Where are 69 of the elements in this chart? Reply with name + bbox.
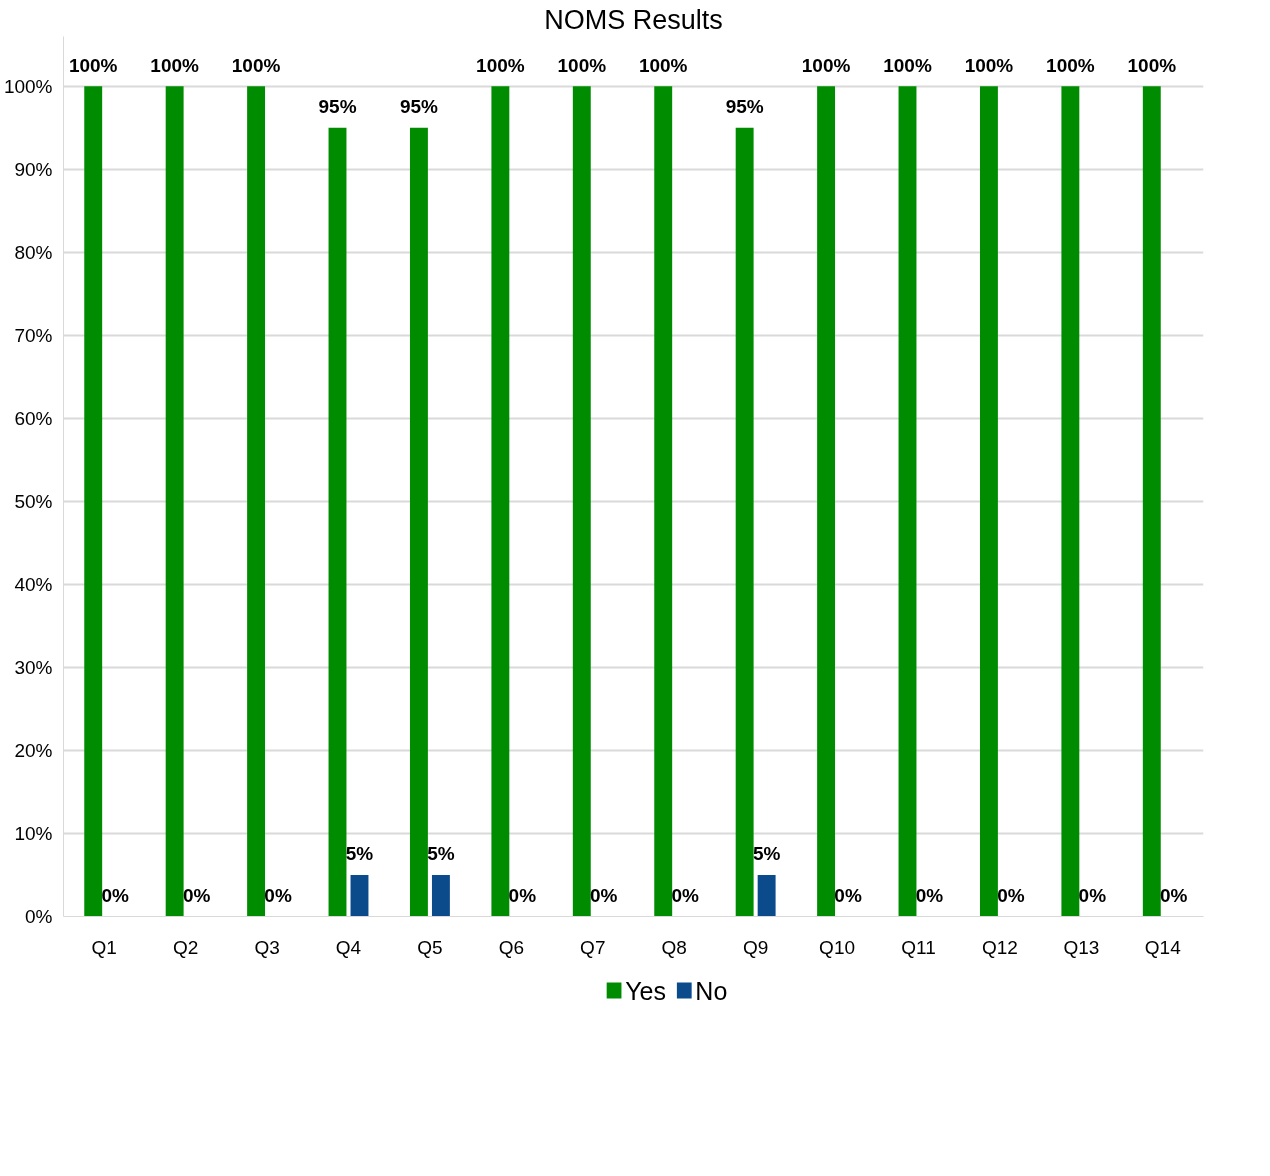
data-label: 0%: [264, 884, 292, 906]
bar: [350, 874, 369, 917]
bar: [1142, 86, 1161, 917]
x-tick-label: Q3: [254, 936, 280, 958]
bar: [979, 86, 998, 917]
data-label: 100%: [557, 54, 607, 76]
y-tick-label: 10%: [14, 822, 53, 844]
y-tick-label: 0%: [25, 906, 53, 927]
y-tick-label: 30%: [14, 656, 53, 678]
data-label: 100%: [883, 54, 932, 76]
data-label: 0%: [915, 884, 944, 906]
data-label: 0%: [997, 884, 1025, 906]
data-label: 100%: [231, 54, 281, 76]
chart-title: NOMS Results: [544, 4, 723, 35]
bar: [431, 874, 450, 917]
data-label: 95%: [399, 96, 439, 118]
bar: [409, 127, 428, 917]
bar: [165, 86, 184, 917]
bar: [898, 86, 917, 917]
data-label: 0%: [834, 884, 862, 906]
data-label: 95%: [725, 96, 764, 118]
y-tick-label: 80%: [14, 241, 53, 263]
data-label: 100%: [476, 54, 525, 76]
bar: [491, 86, 510, 917]
x-tick-label: Q1: [91, 936, 117, 958]
data-label: 100%: [1046, 54, 1095, 76]
x-tick-label: Q8: [661, 936, 687, 958]
bar: [572, 86, 591, 917]
y-tick-label: 50%: [14, 490, 53, 512]
data-label: 0%: [671, 884, 700, 906]
data-label: 100%: [1127, 54, 1177, 76]
x-tick-label: Q13: [1063, 936, 1100, 958]
x-tick-label: Q4: [335, 936, 362, 958]
data-label: 100%: [801, 54, 851, 76]
legend-label: Yes: [625, 976, 666, 1005]
y-tick-label: 70%: [14, 324, 53, 346]
data-label: 100%: [68, 54, 118, 76]
y-tick-label: 40%: [14, 573, 53, 595]
y-tick-label: 90%: [14, 158, 53, 180]
y-tick-label: 100%: [3, 75, 53, 97]
data-label: 100%: [638, 54, 688, 76]
x-tick-label: Q5: [417, 936, 443, 958]
bar: [328, 127, 347, 917]
data-label: 100%: [964, 54, 1014, 76]
data-label: 0%: [101, 884, 130, 906]
data-label: 5%: [427, 843, 455, 865]
bar: [654, 86, 673, 917]
x-tick-label: Q10: [819, 936, 856, 958]
bar: [817, 86, 836, 917]
legend-label: No: [695, 976, 728, 1005]
bar: [735, 127, 754, 917]
y-tick-label: 60%: [14, 407, 53, 429]
x-tick-label: Q6: [498, 936, 525, 958]
data-label: 5%: [345, 843, 374, 865]
data-label: 0%: [1078, 884, 1107, 906]
data-label: 100%: [150, 54, 200, 76]
bar: [247, 86, 266, 917]
x-tick-label: Q7: [580, 936, 606, 958]
y-tick-label: 20%: [14, 739, 53, 761]
bar: [84, 86, 103, 917]
x-tick-label: Q2: [172, 936, 199, 958]
bar: [1061, 86, 1080, 917]
data-label: 95%: [318, 96, 357, 118]
x-tick-label: Q14: [1144, 936, 1182, 958]
x-tick-label: Q12: [981, 936, 1018, 958]
bar: [757, 874, 776, 917]
x-tick-label: Q11: [901, 936, 936, 958]
data-label: 0%: [508, 884, 537, 906]
x-tick-label: Q9: [742, 936, 769, 958]
